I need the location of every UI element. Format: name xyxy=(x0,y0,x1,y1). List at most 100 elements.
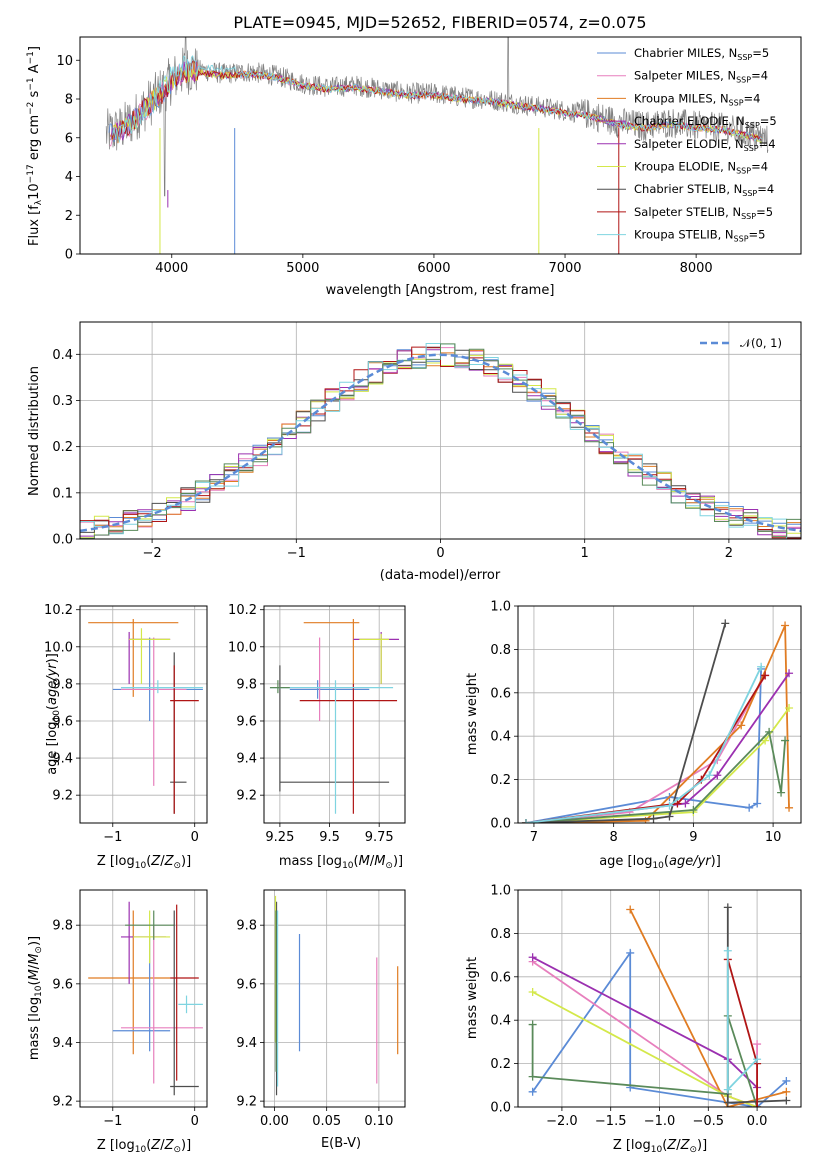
residual-xtick-label: −1 xyxy=(287,546,306,561)
mass-vs-ebv-frame xyxy=(263,889,406,1108)
weight-vs-Z-marker-green xyxy=(528,1020,537,1029)
age-vs-mass-ytick-label: 9.6 xyxy=(236,714,257,729)
model-spectrum-salpeter_stelib xyxy=(111,59,762,141)
weight-vs-age-marker-salpeter_stelib xyxy=(673,799,682,808)
age-vs-Z-xtick-label: 0 xyxy=(191,830,199,845)
weight-vs-age-line-kroupa_stelib xyxy=(525,666,762,823)
age-vs-mass-panel: 9.25 9.5 9.75 9.2 9.4 9.6 9.8 10.0 10.2 mass [lo… xyxy=(228,603,406,871)
mass-vs-ebv-ytick-label: 9.6 xyxy=(236,977,257,992)
weight-vs-age-marker-kroupa_stelib xyxy=(757,662,766,671)
weight-vs-Z-marker-chabrier_stelib xyxy=(723,903,732,912)
weight-vs-age-line-chabrier_stelib xyxy=(525,623,727,823)
weight-vs-age-xtick-label: 7 xyxy=(530,830,538,845)
weight-vs-age-xtick-label: 9 xyxy=(689,830,697,845)
weight-vs-Z-xtick-label: −2.0 xyxy=(546,1114,578,1129)
age-vs-Z-errorbars xyxy=(88,618,203,814)
age-vs-mass-plot-area: 9.25 9.5 9.75 9.2 9.4 9.6 9.8 10.0 10.2 xyxy=(228,603,406,845)
weight-vs-age-panel: 7 8 9 10 0.0 0.2 0.4 0.6 0.8 1.0 age [log10(age/y… xyxy=(465,600,802,871)
spectrum-ytick-label: 8 xyxy=(65,93,73,108)
weight-vs-Z-marker-chabrier_elodie xyxy=(528,953,537,962)
weight-vs-age-marker-chabrier_elodie xyxy=(681,799,690,808)
residual-histograms xyxy=(80,343,801,539)
weight-vs-Z-ytick-label: 0.6 xyxy=(490,970,511,985)
age-vs-Z-xtick-label: −1 xyxy=(103,830,122,845)
spectrum-panel: PLATE=0945, MJD=52652, FIBERID=0574, z=0… xyxy=(26,13,802,298)
weight-vs-age-marker-chabrier_miles xyxy=(745,803,754,812)
weight-vs-Z-marker-kroupa_miles xyxy=(626,905,635,914)
spectrum-ytick-label: 10 xyxy=(56,54,73,69)
age-vs-mass-frame xyxy=(263,605,406,824)
weight-vs-age-marker-chabrier_miles xyxy=(753,799,762,808)
age-vs-mass-ytick-label: 10.0 xyxy=(228,640,257,655)
weight-vs-age-ytick-label: 0.8 xyxy=(490,643,511,658)
age-vs-Z-frame xyxy=(79,605,208,824)
legend-label: Kroupa ELODIE, NSSP=4 xyxy=(634,160,768,176)
weight-vs-age-series xyxy=(521,619,794,823)
weight-vs-age-marker-green xyxy=(777,788,786,797)
residual-xtick-label: 2 xyxy=(725,546,733,561)
mass-vs-Z-xtick-label: −1 xyxy=(103,1114,122,1129)
normal-distribution-curve xyxy=(80,353,801,533)
spectrum-xtick-label: 6000 xyxy=(417,261,450,276)
weight-vs-age-marker-kroupa_elodie xyxy=(785,703,794,712)
weight-vs-Z-xtick-label: −0.5 xyxy=(693,1114,725,1129)
weight-vs-Z-marker-kroupa_miles xyxy=(782,1087,791,1096)
weight-vs-Z-xtick-label: −1.5 xyxy=(595,1114,627,1129)
residual-plot-area: −2 −1 0 1 2 0.0 0.1 0.2 0.3 0.4 xyxy=(52,321,802,561)
age-vs-mass-ytick-label: 9.8 xyxy=(236,677,257,692)
weight-vs-age-marker-kroupa_stelib xyxy=(665,801,674,810)
mass-vs-ebv-xtick-label: 0.05 xyxy=(312,1114,341,1129)
mass-vs-Z-xlabel: Z [log10(Z/Z⊙)] xyxy=(97,1138,191,1155)
age-vs-mass-xtick-label: 9.75 xyxy=(365,830,394,845)
weight-vs-age-marker-kroupa_miles xyxy=(785,803,794,812)
mass-vs-Z-frame xyxy=(79,889,208,1108)
age-vs-mass-ytick-label: 9.4 xyxy=(236,752,257,767)
weight-vs-age-marker-kroupa_miles xyxy=(737,721,746,730)
legend-label: Chabrier ELODIE, NSSP=5 xyxy=(634,114,777,130)
legend-label: Chabrier STELIB, NSSP=4 xyxy=(634,182,774,198)
weight-vs-age-xtick-label: 10 xyxy=(765,830,782,845)
weight-vs-age-xlabel: age [log10(age/yr)] xyxy=(599,854,721,871)
mass-vs-ebv-panel: 0.00 0.05 0.10 9.2 9.4 9.6 9.8 E(B-V) xyxy=(236,889,406,1151)
mass-vs-Z-plot-area: −1 0 9.2 9.4 9.6 9.8 xyxy=(52,889,208,1129)
weight-vs-Z-marker-chabrier_miles xyxy=(782,1076,791,1085)
histogram-green xyxy=(80,343,801,539)
mass-vs-ebv-xlabel: E(B-V) xyxy=(321,1136,361,1151)
weight-vs-Z-marker-chabrier_stelib xyxy=(782,1096,791,1105)
age-vs-Z-xlabel: Z [log10(Z/Z⊙)] xyxy=(97,854,191,871)
residual-frame xyxy=(79,321,802,540)
weight-vs-age-marker-green xyxy=(765,727,774,736)
mass-vs-Z-xtick-label: 0 xyxy=(191,1114,199,1129)
legend-label: Salpeter ELODIE, NSSP=4 xyxy=(634,137,776,153)
age-vs-mass-xlabel: mass [log10(M/M⊙)] xyxy=(279,854,403,871)
age-vs-Z-ytick-label: 9.4 xyxy=(52,752,73,767)
legend-label: Kroupa STELIB, NSSP=5 xyxy=(634,228,765,244)
weight-vs-Z-plot-area: −2.0 −1.5 −1.0 −0.5 0.0 0.0 0.2 0.4 0.6 0.8 1.0 xyxy=(490,884,802,1129)
age-vs-Z-ytick-label: 9.8 xyxy=(52,677,73,692)
age-vs-Z-plot-area: −1 0 9.2 9.4 9.6 9.8 10.0 10.2 xyxy=(44,603,208,845)
residual-legend: 𝒩(0, 1) xyxy=(700,336,782,350)
weight-vs-age-plot-area: 7 8 9 10 0.0 0.2 0.4 0.6 0.8 1.0 xyxy=(490,600,802,845)
weight-vs-age-ytick-label: 0.0 xyxy=(490,817,511,832)
model-spectrum-kroupa_stelib xyxy=(112,55,763,143)
mass-vs-ebv-ytick-label: 9.4 xyxy=(236,1036,257,1051)
residual-xtick-label: 0 xyxy=(436,546,444,561)
spectrum-xtick-label: 7000 xyxy=(548,261,581,276)
weight-vs-Z-marker-salpeter_miles xyxy=(753,1040,762,1049)
weight-vs-age-marker-chabrier_stelib xyxy=(665,812,674,821)
age-vs-mass-ytick-label: 10.2 xyxy=(228,603,257,618)
weight-vs-age-ytick-label: 0.2 xyxy=(490,773,511,788)
mass-vs-ebv-errorbars xyxy=(274,895,399,1096)
age-vs-mass-ytick-label: 9.2 xyxy=(236,789,257,804)
spectrum-lines xyxy=(105,37,769,254)
residual-ytick-label: 0.0 xyxy=(52,533,73,548)
spectrum-ytick-label: 4 xyxy=(65,170,73,185)
spectrum-xtick-label: 5000 xyxy=(286,261,319,276)
weight-vs-age-ytick-label: 0.4 xyxy=(490,730,511,745)
residual-ytick-label: 0.1 xyxy=(52,486,73,501)
spectrum-xtick-label: 4000 xyxy=(155,261,188,276)
spectrum-frame xyxy=(79,36,802,255)
weight-vs-Z-marker-kroupa_stelib xyxy=(723,1085,732,1094)
residual-ylabel: Normed distribution xyxy=(27,366,42,496)
